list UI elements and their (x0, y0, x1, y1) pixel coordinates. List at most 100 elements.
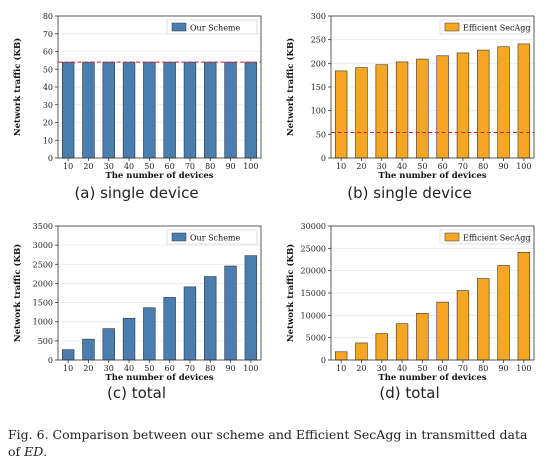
legend-box (439, 19, 531, 35)
x-tick-label: 80 (478, 364, 488, 373)
y-tick-label: 20 (43, 119, 53, 128)
y-tick-label: 40 (43, 83, 53, 92)
legend-label: Efficient SecAgg (463, 234, 530, 243)
y-tick-label: 15000 (301, 289, 326, 298)
bar (143, 307, 156, 361)
y-tick-label: 0 (48, 154, 53, 163)
legend-box (166, 229, 258, 245)
bar (395, 61, 409, 159)
y-tick-label: 25000 (301, 244, 326, 253)
x-tick-label: 40 (124, 364, 134, 373)
y-tick-label: 10 (43, 136, 53, 145)
bar (204, 276, 217, 361)
x-tick-label: 70 (185, 162, 195, 171)
x-tick-label: 10 (336, 364, 346, 373)
subcaption-d: (d) total (379, 384, 440, 402)
bar (224, 61, 237, 159)
bar (183, 286, 197, 361)
x-tick-label: 30 (377, 162, 387, 171)
x-tick-label: 70 (458, 162, 468, 171)
x-tick-label: 50 (144, 364, 154, 373)
chart-b: 0 50 100 150 200 250 300 10 20 30 40 50 60 70 80 90 100 T… (285, 12, 535, 181)
bar (122, 61, 136, 159)
panel-a: 0 10 20 30 40 50 60 70 80 10 20 30 40 50 60 70 80 90 100 Th… (0, 0, 273, 210)
legend-swatch (444, 232, 460, 242)
x-tick-label: 10 (63, 162, 73, 171)
x-tick-label: 60 (165, 162, 175, 171)
bar (82, 61, 95, 159)
legend-box (439, 229, 531, 245)
legend-swatch (444, 22, 460, 32)
y-axis-label: Network traffic (KB) (285, 244, 296, 342)
y-tick-label: 0 (48, 356, 53, 365)
y-tick-label: 2500 (33, 260, 53, 269)
x-tick-label: 40 (124, 162, 134, 171)
x-axis-label: The number of devices (105, 171, 213, 181)
bar (82, 338, 95, 361)
legend-swatch (171, 232, 187, 242)
x-tick-label: 80 (205, 364, 215, 373)
x-tick-label: 30 (104, 162, 114, 171)
x-tick-label: 80 (205, 162, 215, 171)
bar (416, 313, 429, 361)
bar (456, 52, 470, 159)
x-tick-label: 20 (83, 364, 93, 373)
plot-frame (57, 15, 262, 159)
bar (61, 61, 75, 159)
plot-frame (57, 225, 262, 361)
x-tick-label: 50 (144, 162, 154, 171)
y-tick-label: 5000 (306, 334, 326, 343)
x-tick-label: 60 (165, 364, 175, 373)
x-tick-label: 90 (225, 162, 235, 171)
bar (517, 43, 531, 159)
x-tick-label: 70 (458, 364, 468, 373)
x-tick-label: 90 (498, 364, 508, 373)
x-axis-label: The number of devices (378, 373, 486, 383)
bar (334, 70, 348, 159)
bar (355, 67, 368, 159)
x-tick-label: 60 (438, 162, 448, 171)
bar (416, 58, 429, 159)
subcaption-b: (b) single device (347, 184, 472, 202)
y-axis-label: Network traffic (KB) (12, 244, 23, 342)
panel-c: 0 500 1000 1500 2000 2500 3000 3500 10 20 30 40 50 60… (0, 210, 273, 410)
caption-suffix: . (43, 444, 48, 459)
panel-b: 0 50 100 150 200 250 300 10 20 30 40 50 60 70 80 90 100 T… (273, 0, 546, 210)
bar (204, 61, 217, 159)
y-tick-label: 0 (321, 356, 326, 365)
bar (224, 265, 237, 361)
y-tick-label: 20000 (301, 267, 326, 276)
x-tick-label: 100 (243, 162, 258, 171)
bar (477, 49, 490, 159)
y-tick-label: 10000 (301, 311, 326, 320)
x-tick-label: 40 (397, 162, 407, 171)
bar (334, 351, 348, 361)
x-axis-label: The number of devices (105, 373, 213, 383)
y-tick-label: 1500 (33, 299, 53, 308)
bar (375, 64, 388, 159)
bar (436, 301, 449, 361)
legend-box (166, 19, 258, 35)
x-tick-label: 100 (516, 162, 531, 171)
bar (395, 323, 409, 361)
bar (183, 61, 197, 159)
legend-label: Efficient SecAgg (463, 24, 530, 33)
x-tick-label: 10 (336, 162, 346, 171)
x-tick-label: 90 (498, 162, 508, 171)
x-tick-label: 30 (377, 364, 387, 373)
bar (456, 290, 470, 361)
x-tick-label: 50 (417, 162, 427, 171)
x-tick-label: 30 (104, 364, 114, 373)
y-tick-label: 50 (43, 65, 53, 74)
y-tick-label: 200 (311, 59, 326, 68)
legend-label: Our Scheme (190, 234, 241, 243)
bar (355, 342, 368, 361)
caption-math: ED (24, 444, 44, 459)
x-tick-label: 20 (356, 364, 366, 373)
bar (244, 61, 258, 159)
y-tick-label: 300 (311, 12, 326, 21)
y-tick-label: 70 (43, 30, 53, 39)
y-tick-label: 80 (43, 12, 53, 21)
x-tick-label: 100 (516, 364, 531, 373)
panel-d: 0 5000 10000 15000 20000 25000 30000 10 20 30 40 50… (273, 210, 546, 410)
